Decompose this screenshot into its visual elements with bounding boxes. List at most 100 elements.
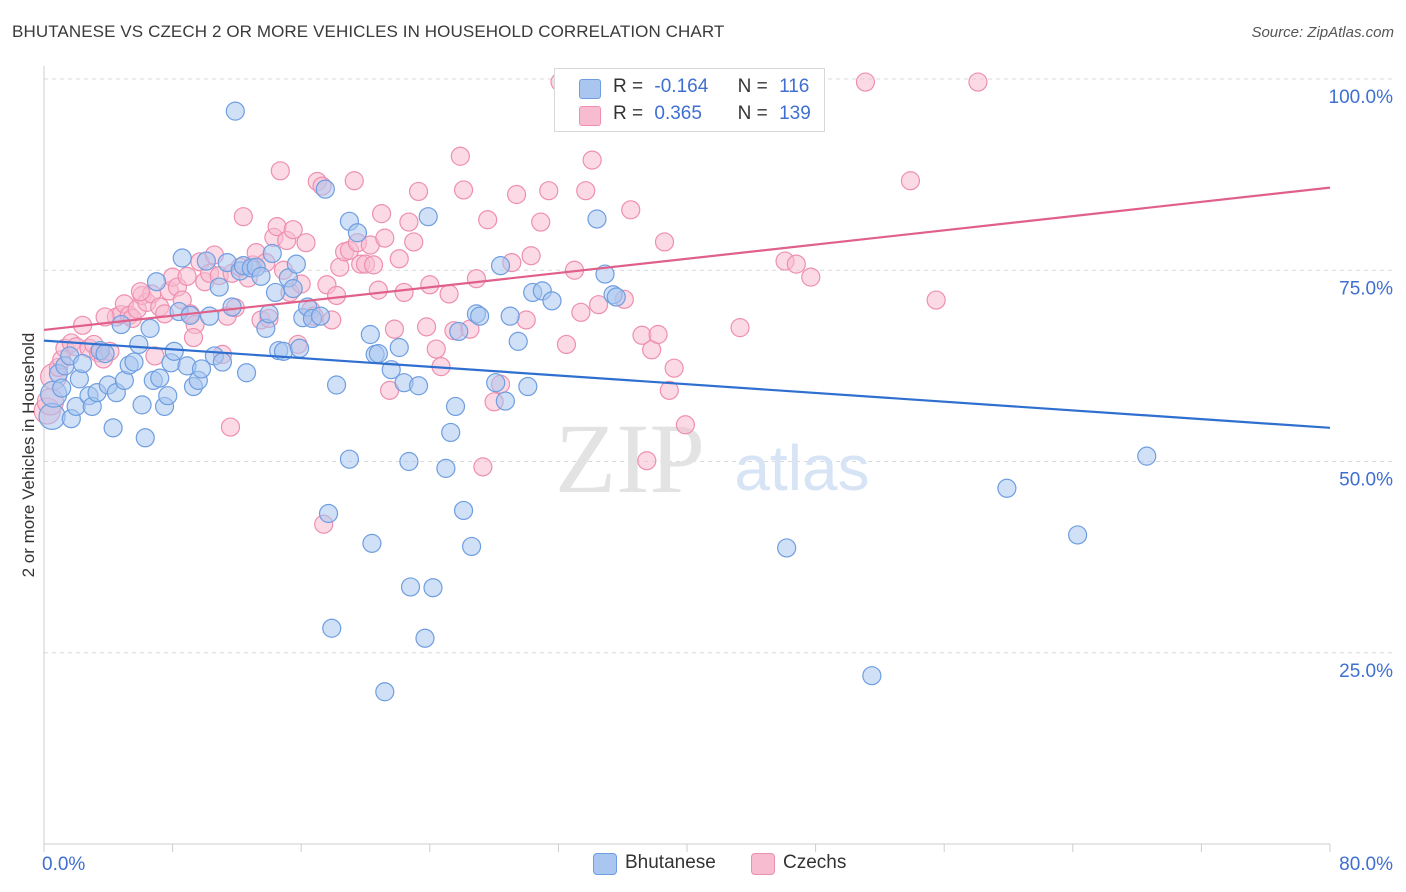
bhutanese-legend-label: Bhutanese bbox=[625, 852, 716, 873]
czechs-point bbox=[516, 310, 536, 330]
bhutanese-point bbox=[196, 251, 216, 271]
watermark: ZIP atlas bbox=[555, 403, 870, 514]
bhutanese-point bbox=[495, 391, 515, 411]
bhutanese-point bbox=[259, 304, 279, 324]
bhutanese-point bbox=[212, 352, 233, 372]
bhutanese-point bbox=[777, 538, 797, 558]
bhutanese-point bbox=[606, 287, 626, 307]
czechs-point bbox=[368, 280, 388, 300]
y-tick-label-100: 100.0% bbox=[1329, 87, 1394, 108]
bhutanese-point bbox=[423, 578, 443, 598]
bhutanese-point bbox=[408, 376, 429, 396]
bhutanese-point bbox=[251, 266, 271, 286]
bhutanese-point bbox=[164, 341, 184, 361]
bhutanese-points bbox=[38, 99, 1157, 702]
axes bbox=[43, 66, 1331, 852]
chart-title: BHUTANESE VS CZECH 2 OR MORE VEHICLES IN… bbox=[12, 22, 725, 41]
czechs-point bbox=[95, 307, 115, 327]
czechs-point bbox=[664, 358, 684, 378]
bhutanese-point bbox=[441, 422, 461, 443]
czechs-point bbox=[654, 232, 675, 252]
bhutanese-point bbox=[318, 503, 339, 524]
bhutanese-point bbox=[1068, 525, 1088, 545]
czechs-point bbox=[466, 269, 487, 289]
y-axis-label: 2 or more Vehicles in Household bbox=[19, 333, 38, 578]
bhutanese-point bbox=[347, 223, 368, 243]
czechs-point bbox=[420, 275, 440, 295]
czechs-point bbox=[556, 334, 577, 355]
bhutanese-point bbox=[326, 375, 347, 395]
bhutanese-r-value: -0.164 bbox=[654, 76, 709, 97]
czechs-point bbox=[855, 72, 876, 92]
bhutanese-point bbox=[399, 451, 419, 472]
bhutanese-point bbox=[587, 209, 607, 229]
czechs-point bbox=[296, 233, 316, 253]
czechs-point bbox=[675, 415, 695, 435]
czechs-point bbox=[394, 282, 414, 303]
czechs-point bbox=[450, 146, 470, 166]
czechs-point bbox=[371, 204, 392, 224]
czechs-point bbox=[453, 180, 474, 200]
bhutanese-point bbox=[140, 318, 160, 338]
bhutanese-point bbox=[453, 500, 474, 521]
bhutanese-point bbox=[486, 373, 506, 393]
bhutanese-point bbox=[322, 618, 342, 638]
bhutanese-n-label: N = bbox=[737, 76, 768, 97]
czechs-point bbox=[900, 171, 921, 191]
bhutanese-point bbox=[191, 359, 212, 379]
bhutanese-point bbox=[362, 533, 382, 553]
bhutanese-point bbox=[997, 478, 1017, 498]
x-tick-label-min: 0.0% bbox=[42, 854, 85, 875]
bhutanese-point bbox=[400, 577, 421, 597]
x-tick-label-max: 80.0% bbox=[1339, 854, 1393, 875]
czechs-point bbox=[926, 290, 946, 310]
bhutanese-point bbox=[518, 376, 538, 397]
bhutanese-point bbox=[283, 279, 303, 299]
bhutanese-point bbox=[262, 243, 282, 264]
czechs-point bbox=[539, 181, 559, 201]
bhutanese-point bbox=[500, 306, 520, 326]
czechs-r-label: R = bbox=[613, 103, 644, 124]
bhutanese-point bbox=[95, 344, 115, 364]
czechs-point bbox=[233, 207, 253, 227]
czechs-point bbox=[389, 249, 409, 269]
bhutanese-swatch bbox=[579, 79, 601, 99]
czechs-point bbox=[786, 254, 806, 274]
czechs-n-label: N = bbox=[737, 103, 768, 124]
czechs-point bbox=[659, 380, 679, 400]
bhutanese-point bbox=[542, 291, 562, 311]
bhutanese-point bbox=[461, 536, 482, 557]
bhutanese-point bbox=[445, 396, 466, 417]
bhutanese-point bbox=[132, 395, 152, 415]
czechs-point bbox=[363, 255, 384, 275]
czechs-point bbox=[344, 171, 364, 191]
bhutanese-point bbox=[1137, 446, 1157, 466]
bhutanese-point bbox=[172, 248, 192, 268]
tick-labels: 25.0% 50.0% 75.0% 100.0% 0.0% 80.0% bbox=[42, 87, 1393, 875]
trend-lines bbox=[43, 186, 1331, 429]
bhutanese-point bbox=[415, 628, 435, 648]
czechs-n-value: 139 bbox=[779, 103, 811, 124]
bhutanese-point bbox=[315, 179, 335, 199]
bhutanese-point bbox=[52, 378, 72, 398]
bhutanese-r-label: R = bbox=[613, 76, 644, 97]
bhutanese-point bbox=[862, 666, 882, 686]
bhutanese-point bbox=[389, 337, 409, 358]
correlation-legend: R = -0.164 N = 116 R = 0.365 N = 139 bbox=[554, 68, 825, 132]
bhutanese-trend-line bbox=[43, 339, 1331, 429]
bhutanese-point bbox=[209, 277, 229, 297]
watermark-atlas: atlas bbox=[734, 432, 869, 504]
bhutanese-point bbox=[418, 207, 438, 227]
bhutanese-point bbox=[129, 334, 149, 355]
czechs-point bbox=[408, 181, 429, 202]
czechs-point bbox=[404, 232, 424, 252]
bhutanese-point bbox=[111, 314, 131, 335]
bhutanese-point bbox=[339, 449, 360, 469]
bhutanese-legend-swatch bbox=[593, 853, 617, 875]
czechs-legend-label: Czechs bbox=[783, 852, 847, 873]
czechs-point bbox=[576, 181, 596, 201]
bhutanese-point bbox=[265, 282, 286, 303]
bhutanese-point bbox=[375, 682, 395, 702]
czechs-point bbox=[473, 457, 493, 477]
